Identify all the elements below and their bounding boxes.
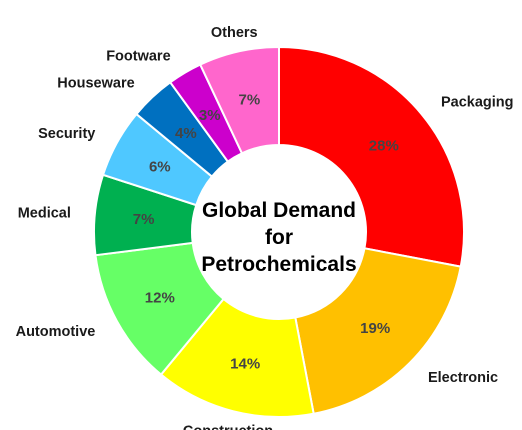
category-labels-group: Packaging Electronic Construction Automotiv… bbox=[16, 25, 514, 430]
chart-title-line-2: for bbox=[265, 226, 293, 249]
slice-packaging bbox=[278, 45, 465, 268]
value-label-others: 7% bbox=[238, 91, 260, 108]
category-label-footware: Footware bbox=[106, 49, 170, 65]
category-label-construction: Construction bbox=[183, 424, 273, 430]
slice-electronic bbox=[294, 247, 462, 415]
slices-group bbox=[93, 45, 465, 418]
category-label-packaging: Packaging bbox=[441, 94, 514, 110]
chart-title-line-3: Petrochemicals bbox=[201, 253, 356, 276]
value-label-packaging: 28% bbox=[369, 137, 399, 154]
value-label-footware: 3% bbox=[199, 107, 221, 124]
category-label-security: Security bbox=[38, 126, 95, 142]
value-label-security: 6% bbox=[149, 158, 171, 175]
slice-others bbox=[198, 45, 280, 155]
value-labels-group: 28% 19% 14% 12% 7% 6%4%3% 7% bbox=[133, 91, 399, 372]
category-label-others: Others bbox=[211, 25, 258, 41]
category-label-electronic: Electronic bbox=[428, 370, 498, 386]
category-label-houseware: Houseware bbox=[57, 76, 134, 92]
value-label-houseware: 4% bbox=[175, 125, 197, 142]
value-label-construction: 14% bbox=[230, 356, 260, 373]
chart-title-line-1: Global Demand bbox=[202, 199, 356, 222]
value-label-electronic: 19% bbox=[360, 320, 390, 337]
value-label-automotive: 12% bbox=[145, 290, 175, 307]
value-label-medical: 7% bbox=[133, 211, 155, 228]
category-label-automotive: Automotive bbox=[16, 324, 96, 340]
category-label-medical: Medical bbox=[18, 206, 71, 222]
